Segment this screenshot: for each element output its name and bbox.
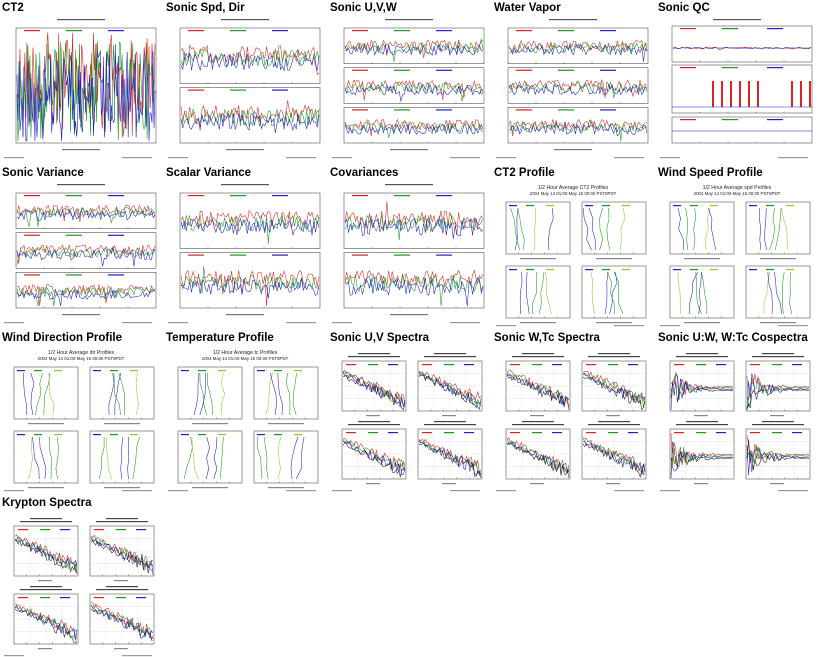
plot-thumbnail[interactable] [494, 17, 652, 162]
plot-thumbnail[interactable]: 1/2 Hour Average spd Profiles 2004 May 14… [658, 182, 816, 327]
plot-thumbnail[interactable] [2, 182, 160, 327]
tile-title[interactable]: CT2 Profile [494, 167, 555, 179]
plot-thumbnail-graphic [168, 184, 321, 324]
tile-title[interactable]: Sonic U,V Spectra [330, 332, 430, 344]
plot-thumbnail[interactable] [2, 17, 160, 162]
tile-title[interactable]: Scalar Variance [166, 167, 252, 179]
tile-title[interactable]: Sonic W,Tc Spectra [494, 332, 600, 344]
tile-title[interactable]: Wind Speed Profile [658, 167, 763, 179]
tile-title[interactable]: Temperature Profile [166, 332, 274, 344]
plot-thumbnail[interactable] [166, 17, 324, 162]
tile-sonic-variance[interactable]: Sonic Variance [2, 167, 160, 327]
tile-sonic-uv-spectra[interactable]: Sonic U,V Spectra [330, 332, 488, 492]
plot-thumbnail[interactable] [330, 182, 488, 327]
plot-thumbnail-graphic [332, 184, 485, 324]
tile-wind-speed-profile[interactable]: Wind Speed Profile 1/2 Hour Average spd P… [658, 167, 816, 327]
profile-subtitle-time: 2004 May 14 01:00-May 15 00:00 PST8PDT [38, 356, 125, 361]
tile-title[interactable]: Sonic Spd, Dir [166, 2, 245, 14]
plot-thumbnail[interactable] [494, 347, 652, 492]
profile-subtitle-time: 2004 May 14 01:00-May 15 00:00 PST8PDT [530, 191, 617, 196]
plot-thumbnail-graphic [4, 184, 157, 324]
plot-thumbnail[interactable] [658, 17, 816, 162]
plot-thumbnail[interactable]: 1/2 Hour Average tc Profiles 2004 May 14 … [166, 347, 324, 492]
plot-thumbnail[interactable]: 1/2 Hour Average CT2 Profiles 2004 May 14… [494, 182, 652, 327]
tile-temperature-profile[interactable]: Temperature Profile 1/2 Hour Average tc P… [166, 332, 324, 492]
tile-title[interactable]: Covariances [330, 167, 399, 179]
profile-subtitle: 1/2 Hour Average CT2 Profiles [538, 185, 609, 191]
profile-subtitle: 1/2 Hour Average spd Profiles [703, 185, 772, 191]
plot-thumbnail-graphic [332, 353, 483, 492]
plot-thumbnail-graphic [496, 353, 647, 492]
tile-sonic-uvw[interactable]: Sonic U,V,W [330, 2, 488, 162]
profile-subtitle-time: 2004 May 14 01:00-May 15 00:00 PST8PDT [694, 191, 781, 196]
tile-sonic-spd-dir[interactable]: Sonic Spd, Dir [166, 2, 324, 162]
plot-thumbnail[interactable]: 1/2 Hour Average dir Profiles 2004 May 14… [2, 347, 160, 492]
profile-subtitle: 1/2 Hour Average dir Profiles [48, 350, 115, 356]
plot-thumbnail-graphic [660, 353, 811, 492]
profile-subtitle: 1/2 Hour Average tc Profiles [213, 350, 278, 356]
tile-covariances[interactable]: Covariances [330, 167, 488, 327]
tile-title[interactable]: Wind Direction Profile [2, 332, 123, 344]
tile-ct2[interactable]: CT2 [2, 2, 160, 162]
plot-thumbnail-graphic [660, 19, 813, 159]
plot-thumbnail-graphic [332, 19, 485, 159]
tile-title[interactable]: Water Vapor [494, 2, 561, 14]
profile-subtitle-time: 2004 May 14 01:00-May 15 00:00 PST8PDT [202, 356, 289, 361]
plot-thumbnail-graphic [4, 19, 157, 159]
tile-ct2-profile[interactable]: CT2 Profile 1/2 Hour Average CT2 Profiles… [494, 167, 652, 327]
plot-thumbnail[interactable] [166, 182, 324, 327]
tile-title[interactable]: Sonic U:W, W:Tc Cospectra [658, 332, 808, 344]
plot-thumbnail-graphic [4, 518, 155, 657]
tile-wind-direction-profile[interactable]: Wind Direction Profile 1/2 Hour Average d… [2, 332, 160, 492]
plot-thumbnail[interactable] [330, 17, 488, 162]
tile-sonic-uw-wtc-cospectra[interactable]: Sonic U:W, W:Tc Cospectra [658, 332, 816, 492]
tile-sonic-wtc-spectra[interactable]: Sonic W,Tc Spectra [494, 332, 652, 492]
plot-thumbnail-graphic [496, 19, 649, 159]
tile-title[interactable]: Sonic QC [658, 2, 710, 14]
tile-water-vapor[interactable]: Water Vapor [494, 2, 652, 162]
plot-thumbnail[interactable] [658, 347, 816, 492]
plot-thumbnail[interactable] [2, 512, 160, 657]
tile-sonic-qc[interactable]: Sonic QC [658, 2, 816, 162]
plot-thumbnail[interactable] [330, 347, 488, 492]
tile-title[interactable]: Sonic Variance [2, 167, 84, 179]
tile-title[interactable]: Krypton Spectra [2, 497, 92, 509]
tile-title[interactable]: Sonic U,V,W [330, 2, 397, 14]
plot-thumbnail-graphic [168, 19, 321, 159]
tile-title[interactable]: CT2 [2, 2, 24, 14]
tile-scalar-variance[interactable]: Scalar Variance [166, 167, 324, 327]
tile-krypton-spectra[interactable]: Krypton Spectra [2, 497, 160, 657]
